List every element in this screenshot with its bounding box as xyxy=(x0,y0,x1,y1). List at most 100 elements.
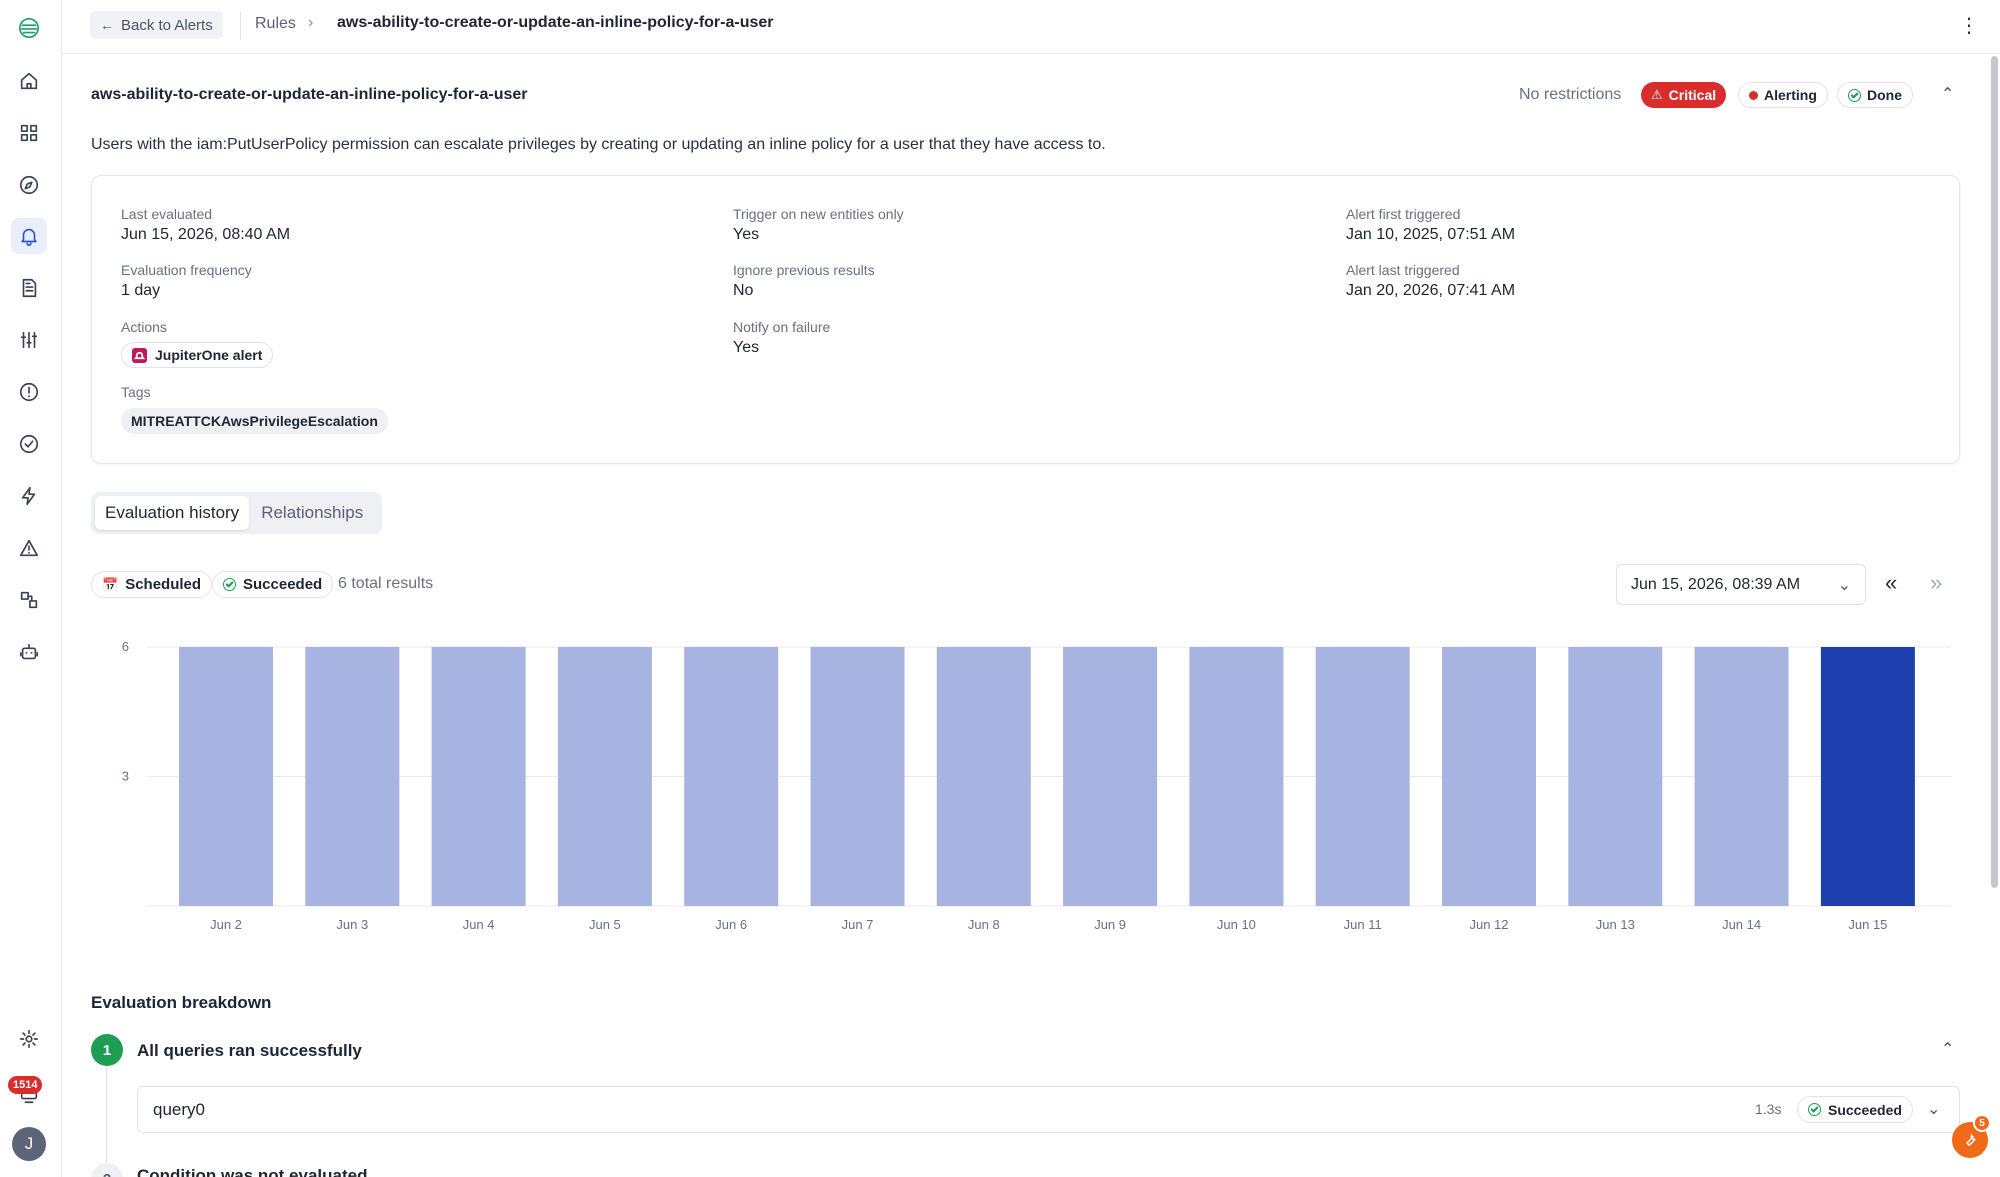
y-tick-label: 6 xyxy=(122,639,129,654)
integrations-icon[interactable] xyxy=(11,582,47,618)
x-tick-label: Jun 4 xyxy=(463,917,495,932)
actions-label: Actions xyxy=(121,319,167,335)
document-icon[interactable] xyxy=(11,270,47,306)
compass-icon[interactable] xyxy=(11,167,47,203)
bar-jun-2[interactable] xyxy=(179,647,273,906)
rule-title: aws-ability-to-create-or-update-an-inlin… xyxy=(91,86,528,103)
bar-jun-14[interactable] xyxy=(1694,647,1789,906)
x-tick-label: Jun 10 xyxy=(1217,917,1256,932)
trigger-new-entities-value: Yes xyxy=(733,226,760,243)
calendar-clock-icon: 📅 xyxy=(102,576,119,592)
topbar: ← Back to Alerts Rules › aws-ability-to-… xyxy=(62,0,2000,54)
dashboard-icon[interactable] xyxy=(11,115,47,151)
collapse-header-chevron-up-icon[interactable]: ⌃ xyxy=(1941,86,1955,103)
breadcrumb-rules-link[interactable]: Rules xyxy=(255,15,296,32)
user-avatar[interactable]: J xyxy=(12,1127,46,1161)
tag-chip[interactable]: MITREATTCKAwsPrivilegeEscalation xyxy=(121,408,388,434)
alert-last-triggered-label: Alert last triggered xyxy=(1346,262,1460,278)
query-row[interactable]: query0 1.3s Succeeded ⌄ xyxy=(137,1086,1960,1133)
page-scrollbar-thumb[interactable] xyxy=(1991,56,1998,888)
x-tick-label: Jun 15 xyxy=(1848,917,1887,932)
warning-triangle-icon: ⚠ xyxy=(1651,87,1663,102)
step-1-collapse-chevron-up-icon[interactable]: ⌃ xyxy=(1941,1041,1955,1058)
evaluation-date-value: Jun 15, 2026, 08:39 AM xyxy=(1631,575,1801,593)
evaluation-date-select[interactable]: Jun 15, 2026, 08:39 AM ⌄ xyxy=(1616,564,1866,605)
step-2-number: 2 xyxy=(91,1163,123,1177)
settings-gear-icon[interactable] xyxy=(11,1021,47,1057)
query-expand-chevron-down-icon[interactable]: ⌄ xyxy=(1927,1101,1941,1118)
page-first-double-chevron-icon[interactable]: « xyxy=(1885,570,1898,595)
x-tick-label: Jun 12 xyxy=(1469,917,1508,932)
x-tick-label: Jun 9 xyxy=(1094,917,1126,932)
x-tick-label: Jun 2 xyxy=(210,917,242,932)
bar-jun-9[interactable] xyxy=(1063,647,1158,906)
succeeded-label: Succeeded xyxy=(243,576,323,593)
bar-jun-5[interactable] xyxy=(557,647,652,906)
jupiterone-logo-icon[interactable] xyxy=(11,10,47,46)
alert-bell-icon xyxy=(132,347,147,363)
x-tick-label: Jun 5 xyxy=(589,917,621,932)
home-icon[interactable] xyxy=(11,63,47,99)
check-circle-icon xyxy=(223,578,236,591)
bar-jun-11[interactable] xyxy=(1315,647,1410,906)
bar-jun-13[interactable] xyxy=(1568,647,1663,906)
bar-jun-8[interactable] xyxy=(936,647,1031,906)
total-results-count: 6 total results xyxy=(338,575,434,592)
red-dot-icon xyxy=(1749,90,1758,100)
tab-evaluation-history[interactable]: Evaluation history xyxy=(95,496,250,530)
bar-jun-6[interactable] xyxy=(684,647,779,906)
tab-relationships[interactable]: Relationships xyxy=(261,503,364,522)
notify-on-failure-value: Yes xyxy=(733,339,760,356)
back-to-alerts-label: Back to Alerts xyxy=(121,16,213,34)
alert-first-triggered-value: Jan 10, 2025, 07:51 AM xyxy=(1346,226,1516,243)
more-options-kebab-icon[interactable]: ⋮ xyxy=(1959,14,1979,37)
check-circle-icon xyxy=(1808,1103,1821,1116)
notify-on-failure-label: Notify on failure xyxy=(733,319,831,335)
alert-circle-icon[interactable] xyxy=(11,374,47,410)
done-label: Done xyxy=(1867,87,1902,103)
step-2-title: Condition was not evaluated xyxy=(137,1166,368,1177)
step-connector-line xyxy=(106,1066,107,1177)
ignore-previous-results-label: Ignore previous results xyxy=(733,262,875,278)
bell-icon[interactable] xyxy=(11,218,47,254)
check-circle-icon[interactable] xyxy=(11,426,47,462)
x-tick-label: Jun 14 xyxy=(1722,917,1761,932)
last-evaluated-label: Last evaluated xyxy=(121,206,213,222)
jupiterone-alert-action-chip[interactable]: JupiterOne alert xyxy=(121,342,274,368)
notification-count-badge: 1514 xyxy=(8,1076,43,1094)
bar-jun-3[interactable] xyxy=(305,647,400,906)
topbar-divider xyxy=(240,12,241,40)
lightning-icon[interactable] xyxy=(11,478,47,514)
bar-jun-15[interactable] xyxy=(1820,647,1915,906)
y-tick-label: 3 xyxy=(122,769,129,784)
step-1-number: 1 xyxy=(91,1034,123,1066)
sliders-icon[interactable] xyxy=(11,322,47,358)
x-tick-label: Jun 3 xyxy=(336,917,368,932)
x-tick-label: Jun 8 xyxy=(968,917,1000,932)
evaluation-breakdown-title: Evaluation breakdown xyxy=(91,993,272,1012)
bar-jun-10[interactable] xyxy=(1189,647,1284,906)
evaluation-history-bar-chart: 3 6 Jun 2 Jun 3 Jun 4 Jun 5 Jun 6 Jun 7 Jun 8 Jun… xyxy=(122,639,1951,932)
page-last-double-chevron-icon[interactable]: » xyxy=(1930,570,1943,595)
severity-label: Critical xyxy=(1668,87,1717,103)
step-1-title: All queries ran successfully xyxy=(137,1041,362,1060)
succeeded-filter-chip[interactable]: Succeeded xyxy=(212,571,334,598)
warning-triangle-icon[interactable] xyxy=(11,530,47,566)
rule-description: Users with the iam:PutUserPolicy permiss… xyxy=(91,136,1106,153)
breadcrumb-current-rule: aws-ability-to-create-or-update-an-inlin… xyxy=(337,14,774,31)
assistant-count-badge: 5 xyxy=(1973,1114,1991,1132)
breadcrumb-chevron-right-icon: › xyxy=(308,14,314,31)
scheduled-label: Scheduled xyxy=(125,576,202,593)
x-tick-label: Jun 13 xyxy=(1596,917,1635,932)
bar-jun-12[interactable] xyxy=(1442,647,1536,906)
bar-jun-4[interactable] xyxy=(431,647,526,906)
done-status-badge: Done xyxy=(1837,82,1913,108)
wrench-icon xyxy=(1965,1133,1976,1147)
bar-jun-7[interactable] xyxy=(810,647,905,906)
scheduled-filter-chip[interactable]: 📅 Scheduled xyxy=(91,571,213,598)
back-to-alerts-button[interactable]: ← Back to Alerts xyxy=(90,11,223,39)
robot-icon[interactable] xyxy=(11,634,47,670)
trigger-new-entities-label: Trigger on new entities only xyxy=(733,206,904,222)
ignore-previous-results-value: No xyxy=(733,282,754,299)
query-name: query0 xyxy=(153,1100,205,1119)
